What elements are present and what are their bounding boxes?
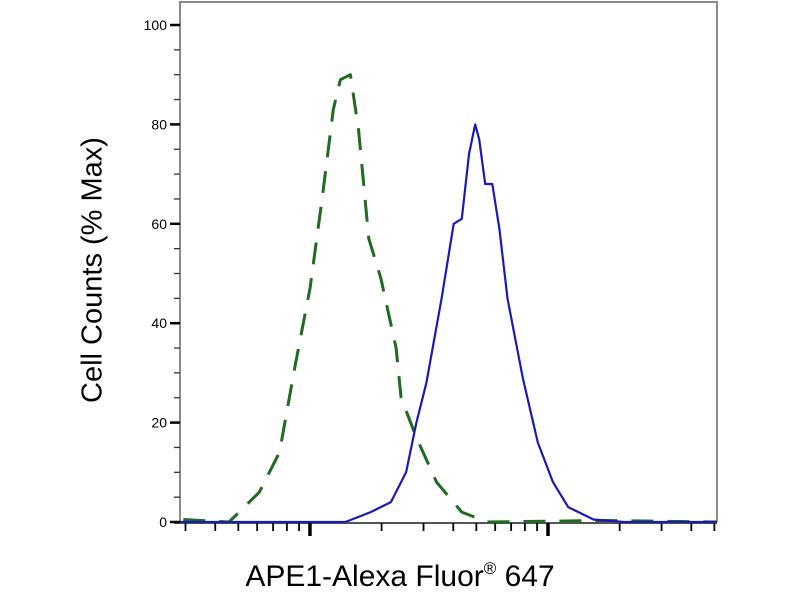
y-axis: 0 20 40 60 80 100 bbox=[144, 17, 180, 530]
y-tick-label: 0 bbox=[159, 514, 167, 530]
y-tick-label: 80 bbox=[151, 116, 167, 132]
x-axis bbox=[184, 523, 716, 536]
registered-mark: ® bbox=[483, 559, 497, 578]
sample-histogram-line bbox=[180, 123, 717, 524]
y-tick-label: 100 bbox=[144, 17, 168, 33]
series-group bbox=[180, 73, 718, 524]
plot-border bbox=[179, 1, 718, 522]
y-tick-label: 20 bbox=[151, 415, 167, 431]
y-tick-label: 60 bbox=[151, 216, 167, 232]
plot-frame bbox=[174, 1, 718, 524]
y-axis-label: Cell Counts (% Max) bbox=[76, 137, 109, 403]
x-axis-label-suffix: 647 bbox=[504, 560, 555, 593]
control-histogram-line bbox=[183, 73, 718, 524]
y-tick-label: 40 bbox=[151, 315, 167, 331]
x-axis-label: APE1-Alexa Fluor® 647 bbox=[245, 559, 555, 594]
x-axis-label-text: APE1-Alexa Fluor bbox=[245, 560, 484, 593]
